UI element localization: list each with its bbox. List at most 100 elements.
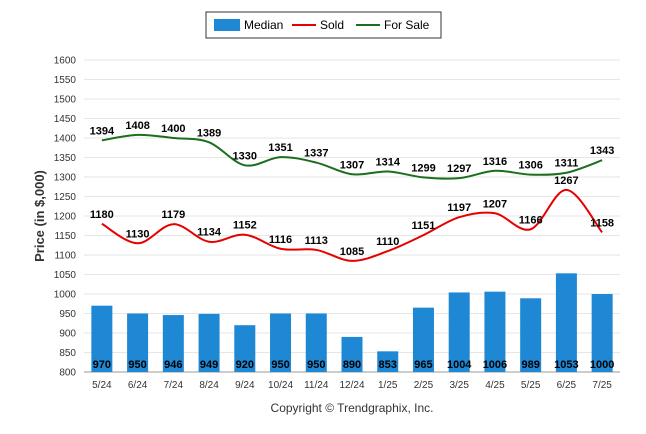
y-tick-label: 1400: [54, 134, 77, 145]
for-sale-value-label: 1400: [161, 123, 185, 135]
x-tick-label: 6/25: [557, 380, 577, 391]
x-tick-label: 3/25: [449, 380, 469, 391]
median-value-label: 950: [307, 359, 325, 371]
data-labels: 1180 1130 1179 1134 1152 1116 1113 1085 1110 1151…: [90, 120, 615, 371]
median-bar: [341, 336, 363, 372]
median-bar: [591, 294, 613, 372]
sold-value-label: 1113: [305, 235, 328, 247]
legend-box: [205, 11, 442, 39]
median-value-label: 970: [93, 359, 111, 371]
median-bar: [198, 313, 220, 372]
median-value-label: 1000: [590, 359, 614, 371]
median-value-label: 950: [271, 359, 289, 371]
sold-value-label: 1152: [233, 220, 257, 232]
for-sale-value-label: 1351: [268, 142, 292, 154]
median-bar: [305, 313, 327, 372]
median-bar: [234, 325, 256, 372]
y-tick-label: 900: [59, 329, 76, 340]
y-axis-label: Price (in $,000): [32, 170, 47, 262]
y-tick-label: 1300: [54, 173, 77, 184]
median-value-label: 989: [521, 359, 539, 371]
x-tick-label: 5/24: [92, 380, 112, 391]
legend-label-median: Median: [244, 18, 283, 32]
y-tick-label: 1200: [54, 212, 77, 223]
sold-value-label: 1151: [412, 220, 436, 232]
median-value-label: 890: [343, 359, 361, 371]
sold-value-label: 1197: [447, 202, 471, 214]
median-bars: [91, 273, 613, 372]
median-bar: [377, 351, 399, 372]
median-bar: [162, 315, 184, 372]
y-tick-label: 1500: [54, 95, 77, 106]
x-tick-label: 12/24: [339, 380, 364, 391]
median-value-label: 965: [414, 359, 432, 371]
sold-line: [101, 188, 603, 262]
median-bar: [448, 292, 470, 372]
x-axis-ticks: 5/24 6/24 7/24 8/24 9/24 10/24 11/24 12/24 1/25 2…: [92, 380, 612, 391]
median-value-label: 1006: [483, 359, 507, 371]
x-tick-label: 1/25: [378, 380, 398, 391]
y-tick-label: 1600: [54, 56, 77, 67]
median-value-label: 949: [200, 359, 218, 371]
sold-value-label: 1207: [483, 198, 507, 210]
for-sale-value-label: 1337: [304, 148, 328, 160]
median-bar: [91, 305, 113, 372]
x-tick-label: 2/25: [414, 380, 434, 391]
copyright-text: Copyright © Trendgraphix, Inc.: [271, 401, 434, 415]
for-sale-line: [101, 133, 603, 180]
legend-swatch-median: [214, 19, 240, 31]
y-axis-ticks: 800 850 900 950 1000 1050 1100 1150 1200 1250 1300…: [54, 56, 77, 379]
for-sale-value-label: 1316: [483, 156, 507, 168]
x-tick-label: 10/24: [268, 380, 293, 391]
for-sale-value-label: 1311: [554, 158, 578, 170]
median-value-label: 853: [379, 359, 397, 371]
y-tick-label: 1050: [54, 270, 77, 281]
sold-value-label: 1110: [376, 236, 399, 248]
sold-value-label: 1267: [554, 175, 578, 187]
for-sale-value-label: 1330: [233, 150, 257, 162]
for-sale-value-label: 1343: [590, 145, 614, 157]
median-bar: [270, 313, 292, 372]
legend-label-for-sale: For Sale: [384, 18, 430, 32]
for-sale-value-label: 1314: [375, 157, 400, 169]
for-sale-value-label: 1389: [197, 127, 221, 139]
for-sale-value-label: 1408: [125, 120, 149, 132]
median-bar: [484, 291, 506, 372]
x-tick-label: 9/24: [235, 380, 255, 391]
x-tick-label: 4/25: [485, 380, 505, 391]
y-tick-label: 1000: [54, 290, 77, 301]
median-bar: [412, 307, 434, 372]
for-sale-value-label: 1297: [447, 163, 471, 175]
y-tick-label: 950: [59, 309, 76, 320]
legend: Median Sold For Sale: [205, 11, 442, 39]
x-tick-label: 8/24: [199, 380, 219, 391]
median-bar: [555, 273, 577, 372]
y-tick-label: 1100: [54, 251, 76, 262]
median-value-label: 1004: [447, 359, 472, 371]
median-value-label: 920: [236, 359, 254, 371]
sold-value-label: 1134: [197, 227, 222, 239]
y-tick-label: 1250: [54, 192, 77, 203]
for-sale-value-label: 1394: [90, 125, 115, 137]
y-tick-label: 850: [59, 348, 76, 359]
sold-value-label: 1179: [161, 209, 185, 221]
for-sale-value-label: 1299: [411, 162, 435, 174]
y-tick-label: 800: [59, 368, 76, 379]
legend-label-sold: Sold: [320, 18, 344, 32]
sold-value-label: 1085: [340, 246, 364, 258]
sold-value-label: 1180: [90, 209, 114, 221]
y-tick-label: 1450: [54, 114, 77, 125]
x-tick-label: 5/25: [521, 380, 541, 391]
median-value-label: 950: [128, 359, 146, 371]
median-value-label: 946: [164, 359, 182, 371]
median-bar: [520, 298, 542, 372]
for-sale-value-label: 1307: [340, 159, 364, 171]
sold-value-label: 1130: [126, 228, 150, 240]
for-sale-value-label: 1306: [518, 160, 542, 172]
x-tick-label: 7/24: [164, 380, 184, 391]
y-tick-label: 1350: [54, 153, 77, 164]
sold-value-label: 1158: [590, 217, 614, 229]
sold-value-label: 1116: [269, 234, 292, 246]
y-tick-label: 1150: [54, 231, 76, 242]
